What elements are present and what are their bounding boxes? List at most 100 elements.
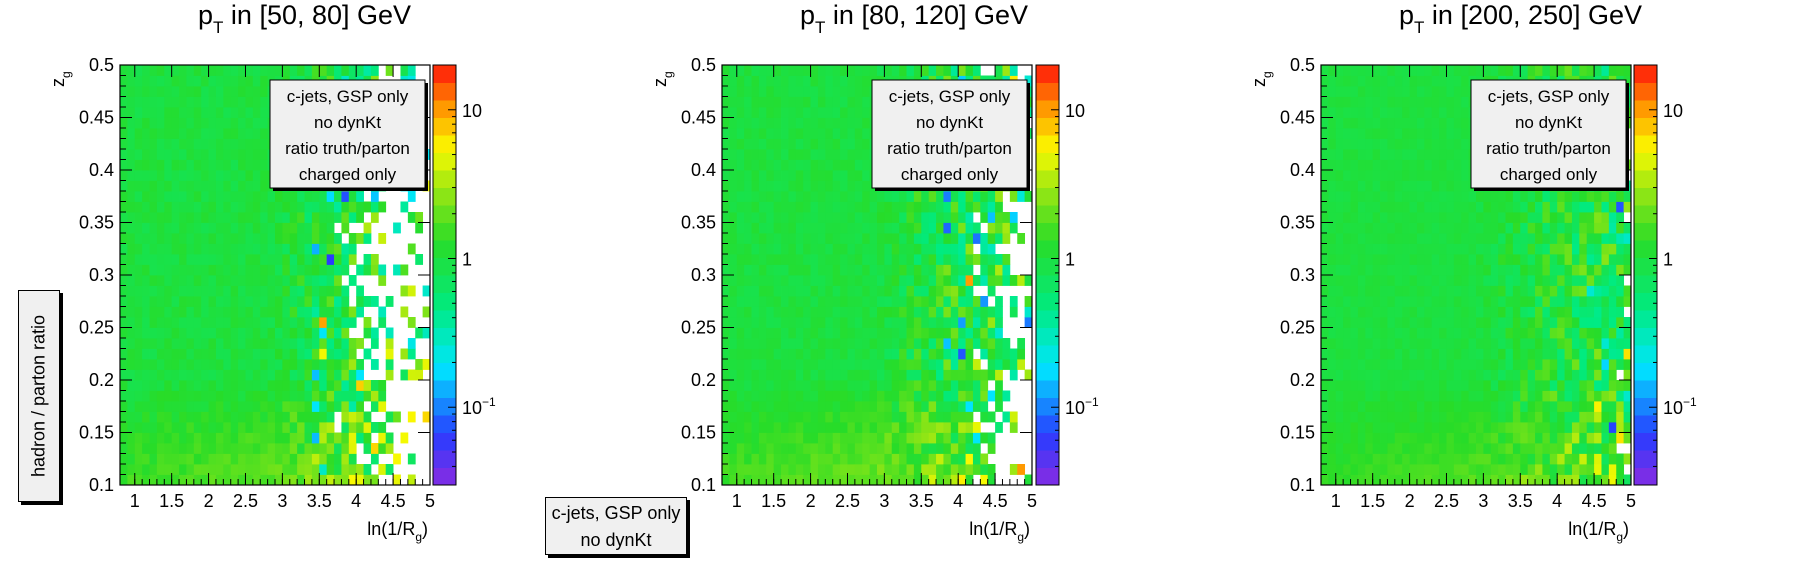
heatmap-cell <box>156 212 165 223</box>
heatmap-cell <box>1357 348 1366 360</box>
heatmap-cell <box>729 443 738 454</box>
heatmap-cell <box>810 411 819 423</box>
heatmap-cell <box>275 317 283 328</box>
heatmap-cell <box>1357 327 1366 339</box>
heatmap-cell <box>1380 138 1388 150</box>
heatmap-cell <box>230 222 239 234</box>
heatmap-cell <box>832 443 841 454</box>
heatmap-cell <box>230 233 239 244</box>
heatmap-cell <box>1321 243 1329 255</box>
heatmap-cell <box>201 327 209 339</box>
heatmap-cell <box>1601 222 1610 234</box>
heatmap-cell <box>1350 338 1359 349</box>
heatmap-cell <box>245 348 254 360</box>
heatmap-cell <box>781 96 789 108</box>
heatmap-cell <box>803 306 811 318</box>
heatmap-cell <box>751 369 760 381</box>
heatmap-cell <box>149 264 158 276</box>
heatmap-cell <box>149 432 158 444</box>
heatmap-cell <box>348 65 357 76</box>
heatmap-cell <box>142 128 150 139</box>
heatmap-cell <box>884 327 893 339</box>
heatmap-cell <box>1402 432 1410 444</box>
heatmap-cell <box>341 191 350 202</box>
heatmap-cell <box>1520 380 1529 391</box>
heatmap-cell <box>223 212 232 223</box>
heatmap-cell <box>987 464 996 475</box>
heatmap-cell <box>1571 275 1580 286</box>
heatmap-cell <box>1017 275 1026 286</box>
heatmap-cell <box>1490 233 1499 244</box>
heatmap-cell <box>1594 243 1602 255</box>
heatmap-cell <box>304 243 313 255</box>
heatmap-cell <box>252 390 261 402</box>
heatmap-cell <box>142 401 150 412</box>
heatmap-cell <box>348 401 357 412</box>
heatmap-cell <box>1357 306 1366 318</box>
heatmap-cell <box>729 212 738 223</box>
heatmap-cell <box>781 191 789 202</box>
heatmap-cell <box>164 432 173 444</box>
heatmap-cell <box>1594 191 1602 202</box>
heatmap-cell <box>862 86 871 97</box>
color-bar-segment <box>1036 380 1059 398</box>
heatmap-cell <box>134 317 143 328</box>
heatmap-cell <box>1446 159 1455 171</box>
heatmap-cell <box>311 191 320 202</box>
heatmap-cell <box>1394 422 1403 433</box>
heatmap-cell <box>1431 75 1440 87</box>
heatmap-cell <box>127 453 136 465</box>
heatmap-cell <box>987 327 996 339</box>
heatmap-cell <box>1394 138 1403 150</box>
heatmap-cell <box>1431 401 1440 412</box>
heatmap-cell <box>1557 243 1565 255</box>
heatmap-cell <box>810 359 819 370</box>
heatmap-cell <box>1402 453 1410 465</box>
heatmap-cell <box>854 233 863 244</box>
heatmap-cell <box>149 422 158 433</box>
heatmap-cell <box>186 65 195 76</box>
heatmap-cell <box>186 170 195 181</box>
heatmap-cell <box>326 380 335 391</box>
heatmap-cell <box>1394 401 1403 412</box>
heatmap-cell <box>215 233 224 244</box>
heatmap-cell <box>840 201 848 213</box>
heatmap-cell <box>215 380 224 391</box>
heatmap-cell <box>1601 348 1610 360</box>
heatmap-cell <box>1009 464 1018 475</box>
heatmap-cell <box>758 401 767 412</box>
heatmap-cell <box>149 359 158 370</box>
heatmap-cell <box>928 359 937 370</box>
heatmap-cell <box>1424 317 1433 328</box>
heatmap-cell <box>943 359 952 370</box>
heatmap-cell <box>987 390 996 402</box>
heatmap-cell <box>1549 327 1558 339</box>
heatmap-cell <box>319 285 328 297</box>
heatmap-cell <box>1357 296 1366 307</box>
heatmap-cell <box>840 159 848 171</box>
heatmap-cell <box>142 233 150 244</box>
heatmap-cell <box>1394 86 1403 97</box>
heatmap-cell <box>928 296 937 307</box>
heatmap-cell <box>788 212 797 223</box>
heatmap-cell <box>913 369 922 381</box>
heatmap-cell <box>149 390 158 402</box>
heatmap-cell <box>980 453 989 465</box>
heatmap-cell <box>260 96 269 108</box>
heatmap-cell <box>1461 474 1470 486</box>
heatmap-cell <box>1402 401 1410 412</box>
heatmap-cell <box>319 296 328 307</box>
heatmap-cell <box>1343 359 1351 370</box>
heatmap-cell <box>297 380 305 391</box>
heatmap-cell <box>1439 275 1447 286</box>
heatmap-cell <box>869 275 878 286</box>
heatmap-cell <box>201 212 209 223</box>
heatmap-cell <box>913 275 922 286</box>
heatmap-cell <box>164 411 173 423</box>
heatmap-cell <box>193 369 202 381</box>
heatmap-cell <box>825 117 834 129</box>
heatmap-cell <box>913 390 922 402</box>
heatmap-cell <box>1476 285 1484 297</box>
x-tick-label: 1 <box>130 491 140 511</box>
heatmap-cell <box>171 243 180 255</box>
